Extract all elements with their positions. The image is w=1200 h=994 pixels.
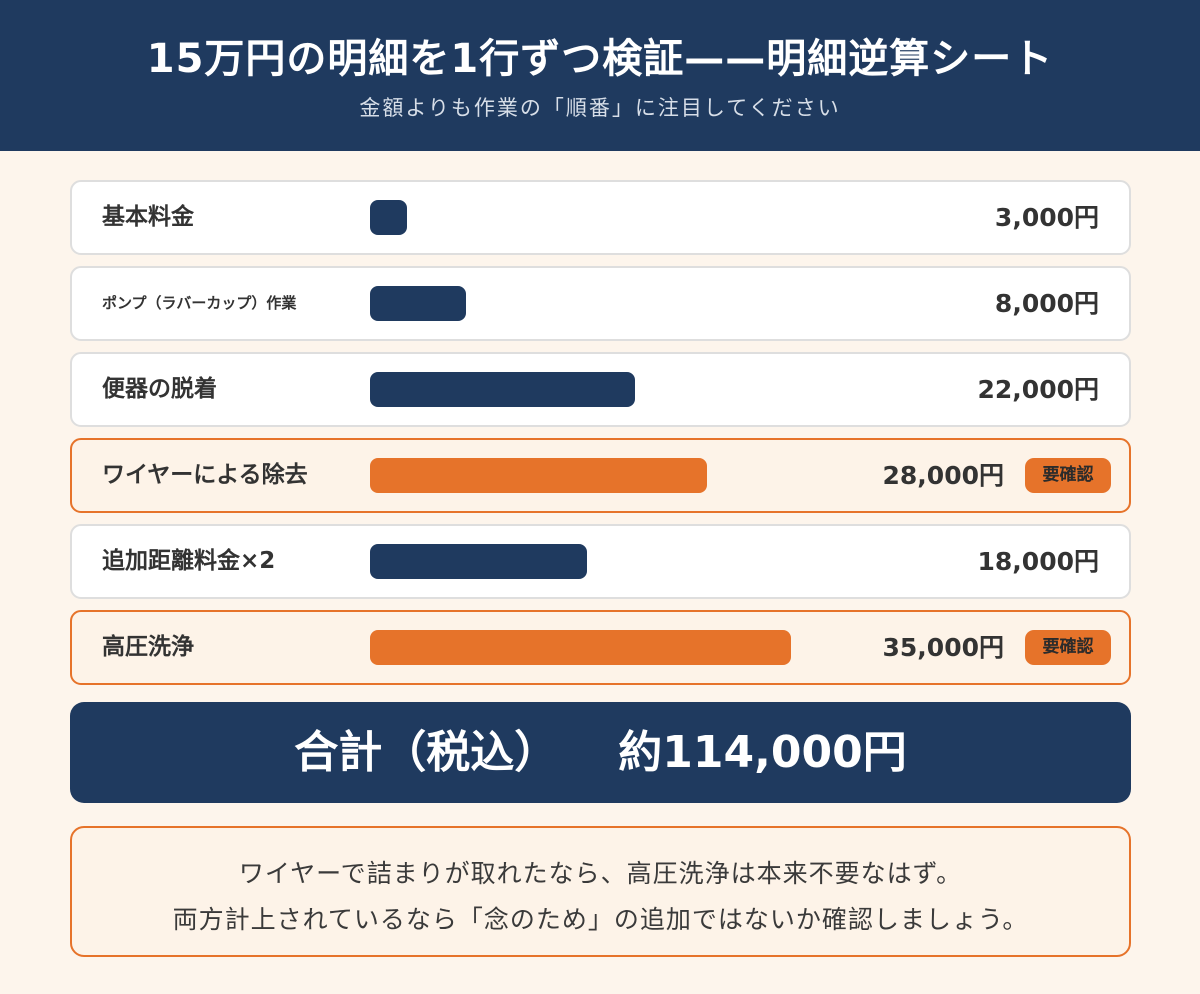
line-item-row: 追加距離料金×2 18,000円 [70, 524, 1131, 599]
needs-check-badge: 要確認 [1025, 630, 1111, 665]
line-item-amount: 8,000円 [994, 289, 1099, 318]
line-item-amount: 28,000円 [882, 461, 1004, 490]
total-label: 合計（税込） [294, 727, 559, 778]
line-item-row: ポンプ（ラバーカップ）作業 8,000円 [70, 266, 1131, 341]
needs-check-badge: 要確認 [1025, 458, 1111, 493]
line-item-label: ワイヤーによる除去 [102, 462, 308, 488]
line-item-bar [370, 372, 635, 407]
line-item-bar [370, 458, 707, 493]
line-item-bar [370, 200, 407, 235]
line-item-row: 高圧洗浄 35,000円 要確認 [70, 610, 1131, 685]
line-item-label: 基本料金 [102, 204, 194, 230]
line-item-bar [370, 286, 467, 321]
line-item-bar [370, 630, 791, 665]
advice-line-2: 両方計上されているなら「念のため」の追加ではないか確認しましょう。 [172, 905, 1029, 934]
header: 15万円の明細を1行ずつ検証——明細逆算シート 金額よりも作業の「順番」に注目し… [0, 0, 1200, 151]
line-item-bar [370, 544, 587, 579]
line-item-label: 高圧洗浄 [102, 634, 194, 660]
line-item-amount: 22,000円 [977, 375, 1099, 404]
line-item-row: ワイヤーによる除去 28,000円 要確認 [70, 438, 1131, 513]
line-item-label: 便器の脱着 [102, 376, 217, 402]
advice-line-1: ワイヤーで詰まりが取れたなら、高圧洗浄は本来不要なはず。 [238, 859, 963, 888]
page-subtitle: 金額よりも作業の「順番」に注目してください [359, 96, 841, 120]
total-banner: 合計（税込） 約114,000円 [70, 702, 1131, 803]
line-item-amount: 3,000円 [994, 203, 1099, 232]
page-title: 15万円の明細を1行ずつ検証——明細逆算シート [146, 36, 1054, 82]
advice-note: ワイヤーで詰まりが取れたなら、高圧洗浄は本来不要なはず。 両方計上されているなら… [70, 826, 1131, 957]
line-item-row: 基本料金 3,000円 [70, 180, 1131, 255]
line-item-row: 便器の脱着 22,000円 [70, 352, 1131, 427]
line-item-amount: 18,000円 [977, 547, 1099, 576]
line-item-amount: 35,000円 [882, 633, 1004, 662]
line-item-label: ポンプ（ラバーカップ）作業 [102, 294, 297, 312]
total-value: 約114,000円 [618, 727, 907, 778]
line-item-label: 追加距離料金×2 [102, 548, 276, 574]
